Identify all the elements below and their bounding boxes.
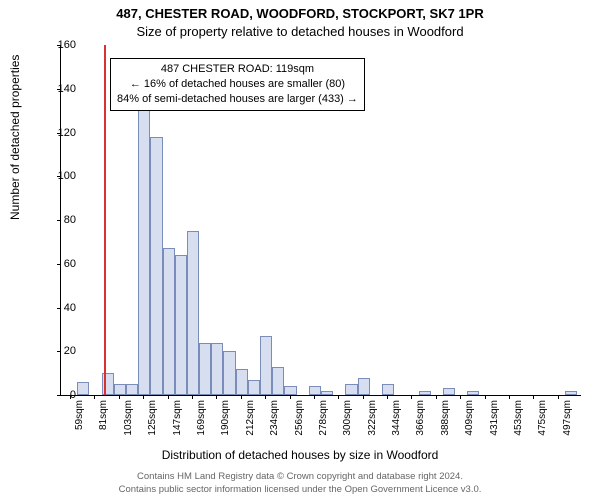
xtick-mark	[94, 395, 95, 399]
ytick-label: 120	[46, 127, 76, 139]
histogram-bar	[77, 382, 89, 395]
xtick-label: 81sqm	[98, 400, 109, 430]
xtick-mark	[290, 395, 291, 399]
xtick-label: 409sqm	[464, 400, 475, 436]
histogram-bar	[382, 384, 394, 395]
xtick-mark	[411, 395, 412, 399]
xtick-label: 497sqm	[562, 400, 573, 436]
histogram-bar	[358, 378, 370, 396]
histogram-bar	[138, 102, 150, 395]
histogram-bar	[443, 388, 455, 395]
annotation-line2: ← 16% of detached houses are smaller (80…	[117, 77, 358, 92]
xtick-label: 475sqm	[537, 400, 548, 436]
histogram-bar	[467, 391, 479, 395]
histogram-bar	[260, 336, 272, 395]
xtick-mark	[143, 395, 144, 399]
xtick-mark	[192, 395, 193, 399]
xtick-label: 431sqm	[489, 400, 500, 436]
xtick-label: 212sqm	[245, 400, 256, 436]
footer-line1: Contains HM Land Registry data © Crown c…	[0, 471, 600, 483]
xtick-mark	[265, 395, 266, 399]
xtick-label: 190sqm	[220, 400, 231, 436]
xtick-mark	[363, 395, 364, 399]
title-subtitle: Size of property relative to detached ho…	[0, 24, 600, 39]
histogram-bar	[248, 380, 260, 395]
xtick-label: 300sqm	[342, 400, 353, 436]
ytick-label: 40	[46, 302, 76, 314]
xtick-mark	[387, 395, 388, 399]
histogram-bar	[150, 137, 162, 395]
xtick-mark	[119, 395, 120, 399]
xtick-label: 278sqm	[318, 400, 329, 436]
xtick-mark	[216, 395, 217, 399]
xtick-mark	[338, 395, 339, 399]
xtick-mark	[460, 395, 461, 399]
ytick-label: 20	[46, 345, 76, 357]
xtick-label: 256sqm	[294, 400, 305, 436]
ytick-label: 140	[46, 83, 76, 95]
x-axis-label: Distribution of detached houses by size …	[0, 448, 600, 462]
histogram-bar	[321, 391, 333, 395]
histogram-bar	[309, 386, 321, 395]
title-address: 487, CHESTER ROAD, WOODFORD, STOCKPORT, …	[0, 6, 600, 21]
reference-line	[104, 45, 106, 395]
xtick-label: 344sqm	[391, 400, 402, 436]
histogram-chart: 487 CHESTER ROAD: 119sqm ← 16% of detach…	[60, 45, 580, 395]
histogram-bar	[419, 391, 431, 395]
xtick-label: 147sqm	[172, 400, 183, 436]
histogram-bar	[272, 367, 284, 395]
histogram-bar	[199, 343, 211, 396]
histogram-bar	[114, 384, 126, 395]
histogram-bar	[126, 384, 138, 395]
xtick-label: 169sqm	[196, 400, 207, 436]
xtick-mark	[168, 395, 169, 399]
histogram-bar	[236, 369, 248, 395]
xtick-label: 453sqm	[513, 400, 524, 436]
xtick-mark	[509, 395, 510, 399]
xtick-label: 234sqm	[269, 400, 280, 436]
histogram-bar	[163, 248, 175, 395]
footer-text: Contains HM Land Registry data © Crown c…	[0, 471, 600, 496]
annotation-line3: 84% of semi-detached houses are larger (…	[117, 92, 358, 107]
xtick-mark	[436, 395, 437, 399]
annotation-line1: 487 CHESTER ROAD: 119sqm	[117, 62, 358, 77]
ytick-label: 80	[46, 214, 76, 226]
annotation-box: 487 CHESTER ROAD: 119sqm ← 16% of detach…	[110, 58, 365, 111]
histogram-bar	[284, 386, 296, 395]
histogram-bar	[223, 351, 235, 395]
histogram-bar	[565, 391, 577, 395]
xtick-label: 59sqm	[74, 400, 85, 430]
histogram-bar	[345, 384, 357, 395]
ytick-label: 60	[46, 258, 76, 270]
xtick-mark	[241, 395, 242, 399]
xtick-label: 366sqm	[415, 400, 426, 436]
histogram-bar	[211, 343, 223, 396]
xtick-mark	[533, 395, 534, 399]
footer-line2: Contains public sector information licen…	[0, 484, 600, 496]
xtick-label: 103sqm	[123, 400, 134, 436]
xtick-label: 125sqm	[147, 400, 158, 436]
ytick-label: 0	[46, 389, 76, 401]
histogram-bar	[175, 255, 187, 395]
ytick-label: 160	[46, 39, 76, 51]
xtick-mark	[314, 395, 315, 399]
histogram-bar	[187, 231, 199, 395]
xtick-mark	[485, 395, 486, 399]
xtick-label: 388sqm	[440, 400, 451, 436]
xtick-mark	[558, 395, 559, 399]
y-axis-label: Number of detached properties	[8, 55, 22, 220]
ytick-label: 100	[46, 170, 76, 182]
xtick-label: 322sqm	[367, 400, 378, 436]
